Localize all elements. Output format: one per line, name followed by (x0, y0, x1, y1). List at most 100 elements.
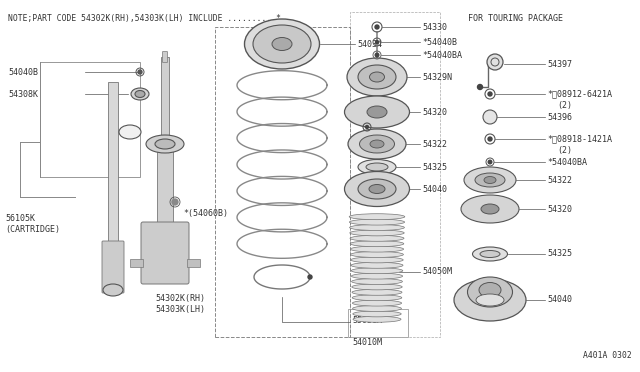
Text: 54320: 54320 (547, 205, 572, 214)
Ellipse shape (481, 204, 499, 214)
Ellipse shape (344, 171, 410, 206)
FancyBboxPatch shape (102, 241, 124, 293)
Ellipse shape (369, 72, 385, 82)
Text: 54303K(LH): 54303K(LH) (155, 305, 205, 314)
Text: 54322: 54322 (547, 176, 572, 185)
Ellipse shape (360, 135, 394, 153)
Text: 54397: 54397 (547, 60, 572, 68)
Circle shape (483, 110, 497, 124)
Circle shape (375, 53, 379, 57)
Text: 54040: 54040 (422, 185, 447, 193)
Ellipse shape (467, 277, 513, 307)
Ellipse shape (351, 257, 403, 263)
Circle shape (488, 160, 492, 164)
Text: *54040BA: *54040BA (547, 157, 587, 167)
Ellipse shape (369, 185, 385, 193)
Ellipse shape (349, 214, 404, 220)
Ellipse shape (146, 135, 184, 153)
Bar (157, 139, 173, 227)
Text: 54050M: 54050M (422, 267, 452, 276)
Ellipse shape (135, 90, 145, 97)
Bar (108, 82, 118, 257)
Text: 54040: 54040 (547, 295, 572, 305)
Ellipse shape (347, 58, 407, 96)
Ellipse shape (352, 289, 402, 295)
Ellipse shape (476, 294, 504, 306)
Ellipse shape (350, 241, 404, 247)
Text: 54302K(RH): 54302K(RH) (155, 294, 205, 303)
Ellipse shape (358, 179, 396, 199)
Ellipse shape (472, 247, 508, 261)
Text: (CARTRIDGE): (CARTRIDGE) (5, 225, 60, 234)
Ellipse shape (353, 305, 401, 311)
Text: 54322: 54322 (422, 140, 447, 148)
Text: 54010M: 54010M (352, 338, 382, 347)
Ellipse shape (103, 284, 123, 296)
Ellipse shape (461, 195, 519, 223)
Ellipse shape (351, 268, 403, 274)
Ellipse shape (244, 19, 319, 69)
Ellipse shape (366, 163, 388, 171)
Ellipse shape (350, 230, 404, 236)
Ellipse shape (353, 316, 401, 322)
Text: 54329N: 54329N (422, 73, 452, 81)
Text: 54396: 54396 (547, 112, 572, 122)
Ellipse shape (475, 173, 505, 187)
Ellipse shape (351, 273, 403, 279)
Ellipse shape (480, 250, 500, 257)
FancyBboxPatch shape (141, 222, 189, 284)
Ellipse shape (484, 176, 496, 183)
Text: 54325: 54325 (422, 163, 447, 171)
Bar (40, 62, 140, 177)
Circle shape (172, 199, 178, 205)
Text: *54040BA: *54040BA (422, 51, 462, 60)
Ellipse shape (353, 300, 402, 306)
Ellipse shape (348, 129, 406, 159)
Ellipse shape (349, 225, 404, 231)
Ellipse shape (272, 38, 292, 51)
Bar (187, 259, 200, 267)
Text: 55031X: 55031X (352, 316, 382, 325)
Circle shape (488, 137, 492, 141)
Text: 54330: 54330 (422, 22, 447, 32)
Circle shape (477, 84, 483, 90)
Ellipse shape (351, 251, 403, 257)
Ellipse shape (351, 279, 403, 285)
Ellipse shape (352, 284, 402, 290)
Ellipse shape (351, 246, 404, 252)
Text: *ⓝ08912-6421A: *ⓝ08912-6421A (547, 90, 612, 99)
Circle shape (138, 70, 142, 74)
Text: FOR TOURING PACKAGE: FOR TOURING PACKAGE (468, 14, 563, 23)
Circle shape (308, 275, 312, 279)
Ellipse shape (352, 295, 402, 301)
Text: *54040B: *54040B (422, 38, 457, 46)
Ellipse shape (349, 219, 404, 225)
Ellipse shape (370, 140, 384, 148)
Circle shape (487, 54, 503, 70)
Ellipse shape (253, 25, 311, 63)
Ellipse shape (344, 96, 410, 128)
Bar (215, 27, 350, 337)
Text: 54308K: 54308K (8, 90, 38, 99)
Text: *(54060B): *(54060B) (183, 209, 228, 218)
Ellipse shape (350, 235, 404, 241)
Text: 54320: 54320 (422, 108, 447, 116)
Ellipse shape (367, 106, 387, 118)
Circle shape (375, 25, 379, 29)
Ellipse shape (119, 125, 141, 139)
Bar (130, 259, 143, 267)
Text: *ⓝ08918-1421A: *ⓝ08918-1421A (547, 135, 612, 144)
Bar (161, 57, 169, 142)
Text: NOTE;PART CODE 54302K(RH),54303K(LH) INCLUDE ......... *: NOTE;PART CODE 54302K(RH),54303K(LH) INC… (8, 14, 281, 23)
Ellipse shape (358, 160, 396, 174)
Text: A401A 0302: A401A 0302 (583, 351, 632, 360)
Bar (348, 309, 408, 337)
Text: 54325: 54325 (547, 250, 572, 259)
Ellipse shape (358, 65, 396, 89)
Ellipse shape (131, 88, 149, 100)
Text: (2): (2) (557, 100, 572, 109)
Ellipse shape (479, 282, 501, 298)
Ellipse shape (351, 262, 403, 268)
Text: 54040B: 54040B (8, 67, 38, 77)
Circle shape (376, 41, 378, 44)
